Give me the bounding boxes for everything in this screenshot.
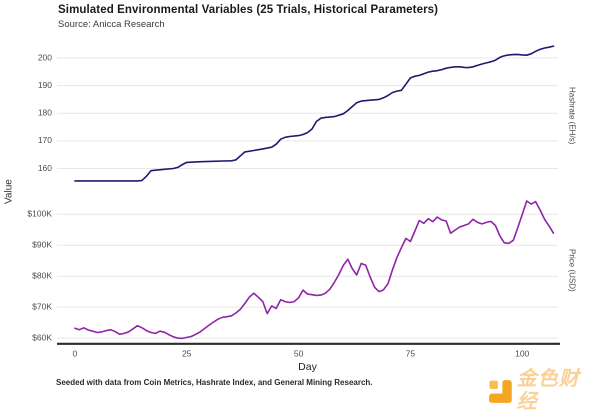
watermark: 金色财经 [489,368,600,414]
y-tick-label: 180 [38,107,52,117]
chart-subtitle: Source: Anicca Research [58,19,165,30]
chart-title: Simulated Environmental Variables (25 Tr… [58,4,439,16]
facet-strip-hashrate: Hashrate (EH/s) [567,87,577,145]
y-tick-label: $90K [32,240,52,250]
y-tick-label: $80K [32,270,52,280]
chart-canvas: 160 170 180 190 200 $60K $70K $80K $90K $100K 0 25 5… [27,45,560,359]
facet-strip-price: Price (USD) [567,248,577,292]
y-tick-label: $60K [32,332,52,342]
hashrate-line [74,45,555,182]
y-axis-title: Value [3,179,15,204]
y-tick-label: 200 [38,52,52,62]
y-tick-label: 170 [38,135,52,145]
y-tick-label: 190 [38,80,52,90]
y-tick-label: $100K [27,209,52,219]
jinse-logo-icon [489,379,512,403]
watermark-text: 金色财经 [516,368,580,413]
y-tick-label: $70K [32,301,52,311]
y-tick-label: 160 [38,163,52,173]
price-line [74,200,555,340]
x-tick-label: 0 [73,349,78,359]
chart-page: { "header": { "title": "Simulated Enviro… [3,4,579,413]
x-tick-label: 75 [406,349,416,359]
x-tick-label: 25 [182,349,192,359]
x-tick-label: 50 [294,349,304,359]
data-source-caption: Seeded with data from Coin Metrics, Hash… [56,378,373,387]
x-axis-title: Day [298,361,317,373]
x-tick-label: 100 [515,349,529,359]
